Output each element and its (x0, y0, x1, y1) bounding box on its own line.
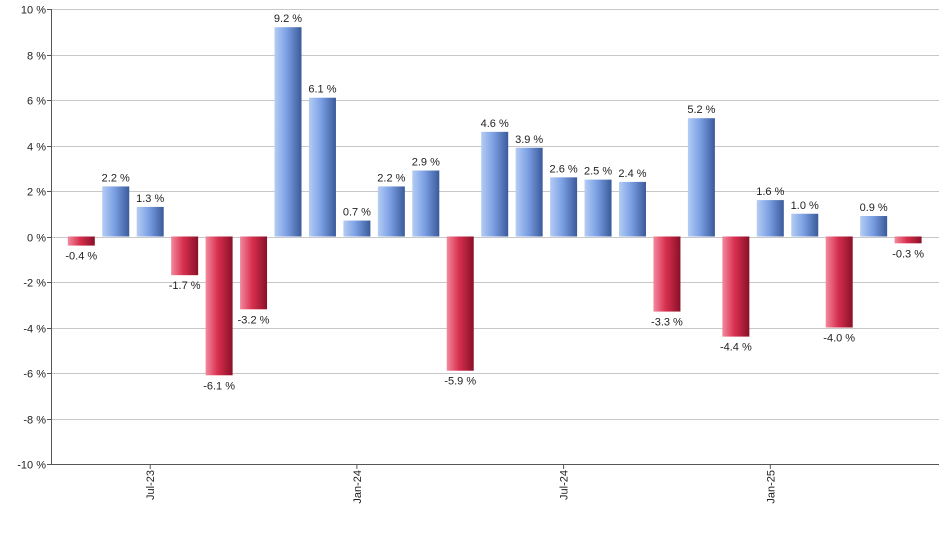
bar-may-25 (860, 216, 888, 237)
x-axis-tick-labels: Jul-23 Jan-24 Jul-24 Jan-25 (145, 464, 777, 504)
data-label: 2.2 % (377, 172, 405, 184)
bars (67, 27, 922, 376)
data-label: 6.1 % (308, 84, 336, 96)
y-tick-label: -4 % (23, 324, 46, 336)
bar-jun-23 (67, 236, 95, 246)
data-label: -1.7 % (169, 280, 201, 292)
bar-sep-24 (584, 179, 612, 237)
y-tick-label: 10 % (21, 5, 46, 17)
bar-dec-24 (687, 118, 715, 237)
data-label: -4.0 % (823, 333, 855, 345)
y-tick-label: 8 % (27, 51, 46, 63)
bar-oct-24 (619, 181, 646, 237)
data-label: 0.9 % (860, 202, 888, 214)
x-tick-label: Jan-25 (765, 470, 777, 504)
data-label: 3.9 % (515, 134, 543, 146)
bar-aug-24 (550, 177, 578, 237)
data-label: 9.2 % (274, 13, 302, 25)
bar-jan-24 (308, 97, 336, 237)
data-label: -0.4 % (65, 251, 97, 263)
data-label: 4.6 % (481, 118, 509, 130)
bar-sep-23 (171, 236, 199, 276)
bar-aug-23 (136, 206, 164, 237)
bar-jul-23 (102, 186, 130, 237)
bar-nov-23 (240, 236, 268, 310)
bar-apr-25 (825, 236, 853, 328)
data-label: 5.2 % (687, 104, 715, 116)
data-label: 2.5 % (584, 166, 612, 178)
data-label: 1.0 % (791, 200, 819, 212)
data-label: -6.1 % (203, 380, 235, 392)
y-tick-label: 0 % (27, 233, 46, 245)
data-label: 1.3 % (136, 193, 164, 205)
bar-feb-25 (756, 200, 784, 237)
bar-jul-24 (515, 147, 543, 237)
data-labels: -0.4 % 2.2 % 1.3 % -1.7 % -6.1 % -3.2 % 9.2 % 6… (65, 13, 924, 392)
x-tick-label: Jul-24 (559, 470, 571, 500)
bar-apr-24 (412, 170, 440, 237)
data-label: -3.3 % (651, 317, 683, 329)
y-tick-label: -2 % (23, 278, 46, 290)
axes (51, 9, 939, 465)
data-label: 2.2 % (102, 172, 130, 184)
data-label: -3.2 % (238, 314, 270, 326)
x-tick-label: Jan-24 (352, 470, 364, 504)
bar-mar-24 (377, 186, 405, 237)
bar-may-24 (446, 236, 474, 371)
data-label: 2.6 % (550, 163, 578, 175)
data-label: -5.9 % (444, 376, 476, 388)
y-tick-label: -8 % (23, 415, 46, 427)
y-tick-label: 2 % (27, 187, 46, 199)
data-label: -4.4 % (720, 342, 752, 354)
y-tick-label: -10 % (17, 460, 46, 472)
y-axis-tick-labels: 10 % 8 % 6 % 4 % 2 % 0 % -2 % -4 % -6 % -8 % -10 % (17, 5, 46, 472)
data-label: 1.6 % (756, 186, 784, 198)
bar-dec-23 (274, 27, 302, 237)
bar-oct-23 (205, 236, 233, 376)
data-label: 2.9 % (412, 157, 440, 169)
bar-jan-25 (722, 236, 750, 337)
data-label: 0.7 % (343, 207, 371, 219)
bar-nov-24 (653, 236, 681, 312)
bar-feb-24 (343, 220, 371, 237)
data-label: 2.4 % (618, 168, 646, 180)
y-tick-label: 6 % (27, 96, 46, 108)
bar-jun-24 (481, 131, 509, 237)
y-tick-label: 4 % (27, 142, 46, 154)
bar-jun-25 (894, 236, 922, 244)
x-tick-label: Jul-23 (145, 470, 157, 500)
y-tick-label: -6 % (23, 369, 46, 381)
data-label: -0.3 % (892, 248, 924, 260)
bar-mar-25 (791, 213, 819, 237)
